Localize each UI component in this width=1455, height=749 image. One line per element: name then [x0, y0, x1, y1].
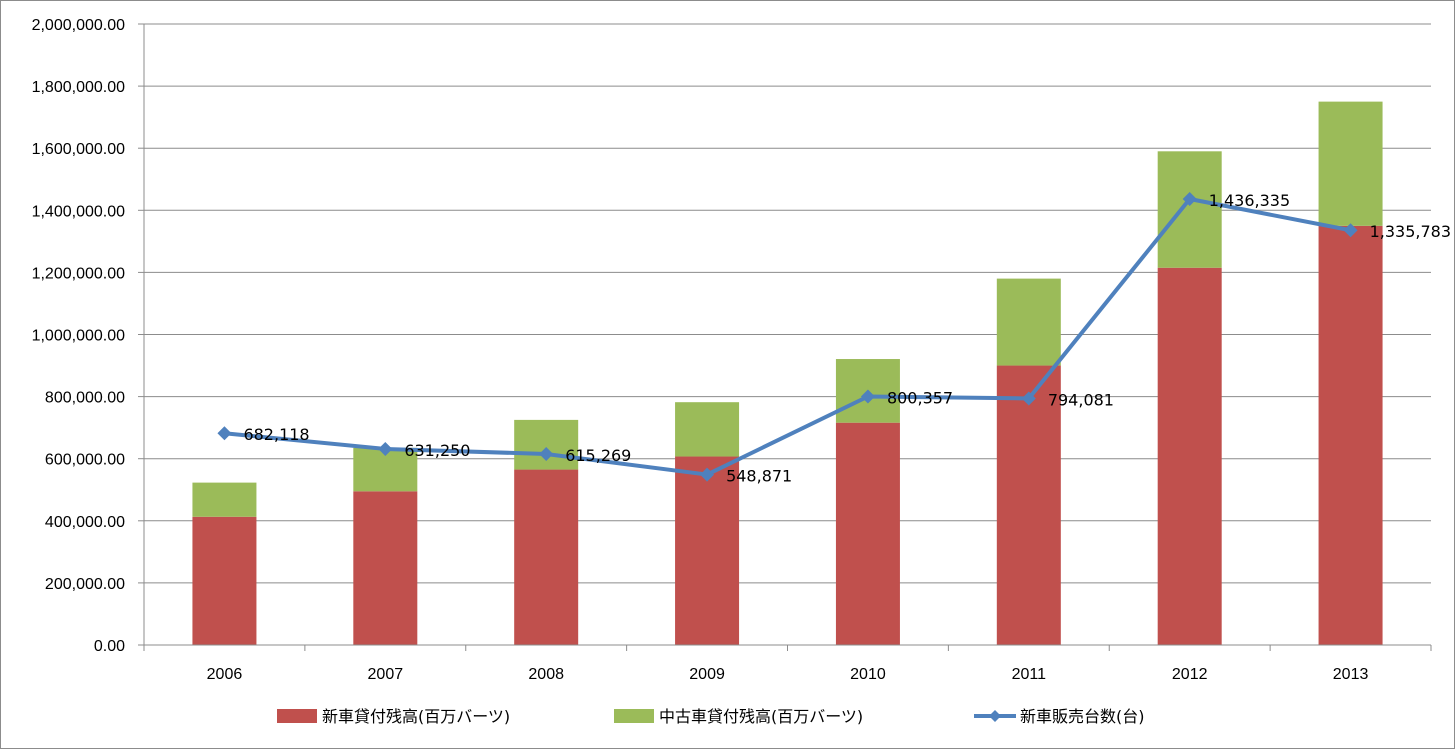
- data-label: 1,436,335: [1209, 191, 1290, 210]
- line-marker: [1021, 391, 1036, 406]
- data-label: 682,118: [243, 425, 309, 444]
- y-tick-label: 1,400,000.00: [32, 203, 126, 220]
- x-tick-label: 2013: [1333, 666, 1369, 683]
- legend-label: 新車販売台数(台): [1020, 707, 1145, 726]
- y-tick-label: 1,000,000.00: [32, 328, 126, 345]
- data-label: 800,357: [887, 388, 953, 407]
- bar: [1318, 101, 1383, 226]
- line-marker: [378, 441, 393, 456]
- y-axis-tick-labels: 0.00 200,000.00 400,000.00 600,000.00 800,00…: [32, 17, 126, 655]
- y-tick-label: 600,000.00: [45, 452, 125, 469]
- line-data-labels: 682,118 631,250 615,269 548,871 800,357 794,0…: [243, 191, 1451, 486]
- bar: [996, 278, 1061, 366]
- x-tick-label: 2008: [528, 666, 564, 683]
- bar: [675, 456, 740, 645]
- bar: [192, 482, 257, 517]
- x-tick-label: 2007: [368, 666, 404, 683]
- x-tick-label: 2006: [207, 666, 243, 683]
- data-label: 631,250: [404, 441, 470, 460]
- y-tick-label: 1,200,000.00: [32, 265, 126, 282]
- data-label: 548,871: [726, 467, 792, 486]
- x-tick-label: 2012: [1172, 666, 1208, 683]
- data-label: 1,335,783: [1370, 222, 1451, 241]
- legend-label: 新車貸付残高(百万バーツ): [322, 707, 510, 726]
- bar: [353, 491, 418, 645]
- x-tick-label: 2009: [689, 666, 725, 683]
- data-label: 794,081: [1048, 390, 1114, 409]
- x-axis-tick-labels: 2006 2007 2008 2009 2010 2011 2012 2013: [207, 666, 1369, 683]
- y-tick-label: 800,000.00: [45, 390, 125, 407]
- y-tick-label: 2,000,000.00: [32, 17, 126, 34]
- line-marker: [1343, 223, 1358, 238]
- x-tick-label: 2011: [1012, 666, 1047, 683]
- y-tick-label: 200,000.00: [45, 576, 125, 593]
- bar: [1157, 151, 1222, 268]
- legend: 新車貸付残高(百万バーツ) 中古車貸付残高(百万バーツ) 新車販売台数(台): [277, 707, 1145, 726]
- bar: [835, 422, 900, 645]
- series-line: [222, 197, 1353, 477]
- legend-swatch: [277, 709, 317, 723]
- bar: [996, 365, 1061, 645]
- bar: [514, 469, 579, 645]
- y-tick-label: 0.00: [94, 638, 125, 655]
- x-axis: [143, 644, 1432, 651]
- y-tick-label: 1,600,000.00: [32, 141, 126, 158]
- bar: [514, 419, 579, 470]
- x-tick-label: 2010: [850, 666, 886, 683]
- line-marker: [217, 426, 232, 441]
- line-marker: [700, 467, 715, 482]
- legend-marker: [989, 710, 1001, 722]
- legend-swatch: [614, 709, 654, 723]
- line-marker: [1182, 192, 1197, 207]
- y-tick-label: 1,800,000.00: [32, 79, 126, 96]
- bar: [192, 516, 257, 645]
- y-tick-label: 400,000.00: [45, 514, 125, 531]
- bar: [1157, 267, 1222, 645]
- gridlines: [138, 23, 1431, 646]
- legend-label: 中古車貸付残高(百万バーツ): [659, 707, 863, 726]
- bars: [192, 101, 1383, 645]
- data-label: 615,269: [565, 446, 631, 465]
- line-marker: [539, 446, 554, 461]
- bar: [1318, 225, 1383, 645]
- bar: [675, 402, 740, 457]
- line-marker: [860, 389, 875, 404]
- line-series: [217, 192, 1358, 482]
